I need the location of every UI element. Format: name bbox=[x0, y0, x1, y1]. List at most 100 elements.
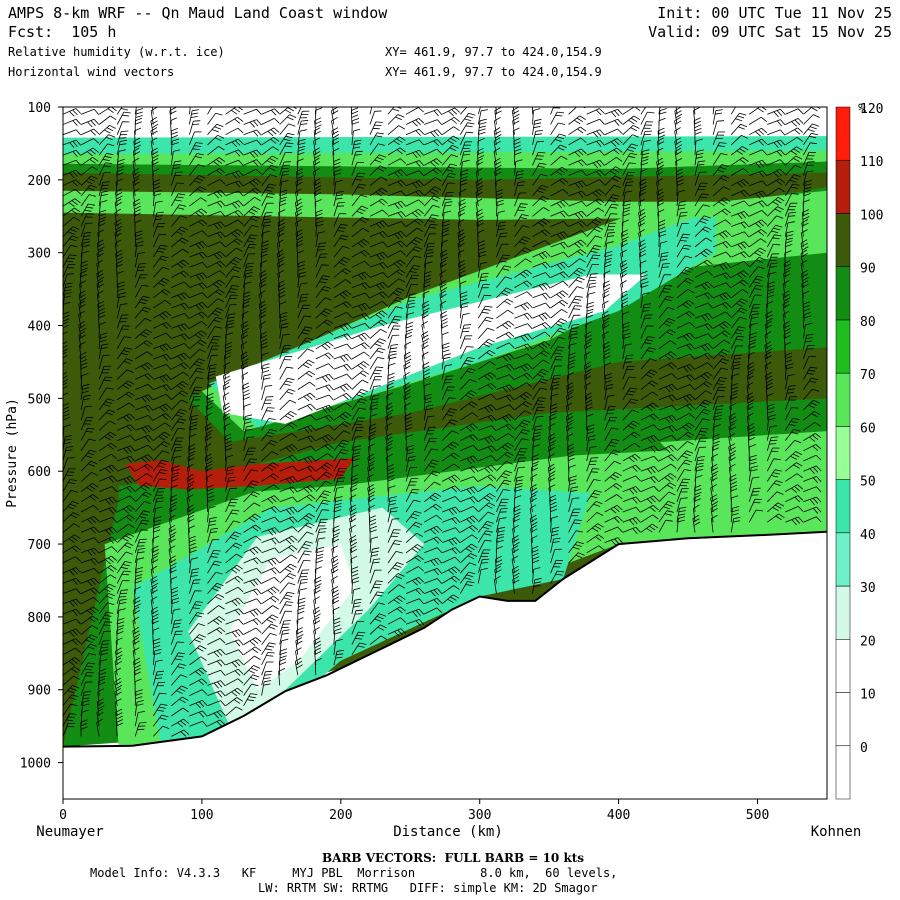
wind-barb-shaft bbox=[223, 365, 226, 380]
wind-barb-flag bbox=[121, 589, 129, 591]
wind-barb-flag bbox=[114, 677, 122, 683]
wind-barb-flag bbox=[194, 145, 202, 147]
wind-barb-flag bbox=[190, 427, 198, 431]
wind-barb-shaft bbox=[171, 685, 182, 696]
wind-barb-flag bbox=[258, 290, 266, 295]
wind-barb-flag bbox=[271, 568, 277, 575]
wind-barb-shaft bbox=[243, 426, 247, 441]
wind-barb-shaft bbox=[222, 406, 226, 421]
wind-barb-356 bbox=[150, 565, 158, 584]
wind-barb-489 bbox=[189, 667, 208, 677]
wind-barb-flag bbox=[138, 548, 146, 550]
wind-barb-265 bbox=[134, 274, 148, 288]
wind-barb-flag bbox=[79, 280, 86, 285]
wind-barb-flag bbox=[171, 131, 178, 135]
wind-barb-shaft bbox=[132, 651, 136, 666]
wind-barb-shaft bbox=[225, 488, 231, 502]
wind-barb-shaft bbox=[189, 700, 203, 707]
wind-barb-flag bbox=[141, 365, 147, 371]
wind-barb-777 bbox=[279, 554, 298, 564]
wind-barb-flag bbox=[273, 586, 280, 592]
wind-barb-637 bbox=[241, 311, 249, 329]
wind-barb-flag bbox=[192, 607, 200, 609]
wind-barb-642 bbox=[241, 361, 249, 380]
wind-barb-394 bbox=[171, 333, 190, 341]
wind-barb-464 bbox=[189, 405, 200, 421]
wind-barb-flag bbox=[159, 478, 167, 480]
wind-barb-flag bbox=[73, 675, 80, 680]
wind-barb-flag bbox=[278, 290, 286, 295]
wind-barb-flag bbox=[237, 229, 244, 234]
wind-barb-shaft bbox=[134, 318, 146, 329]
wind-barb-flag bbox=[279, 199, 287, 203]
wind-barb-flag bbox=[269, 183, 277, 186]
wind-barb-flag bbox=[114, 198, 122, 203]
wind-barb-flag bbox=[155, 506, 163, 509]
wind-barb-flag bbox=[210, 342, 218, 344]
wind-barb-707 bbox=[261, 429, 277, 441]
wind-barb-shaft bbox=[98, 409, 109, 421]
wind-barb-523 bbox=[207, 383, 215, 400]
wind-barb-686 bbox=[261, 212, 273, 227]
wind-barb-679 bbox=[261, 146, 279, 156]
wind-barb-6 bbox=[63, 169, 81, 179]
wind-barb-flag bbox=[266, 619, 274, 623]
wind-barb-flag bbox=[117, 621, 125, 625]
wind-barb-641 bbox=[240, 351, 249, 370]
wind-barb-flag bbox=[207, 491, 214, 496]
wind-barb-flag bbox=[202, 251, 208, 258]
wind-barb-flag bbox=[116, 715, 123, 720]
wind-barb-556 bbox=[225, 107, 244, 115]
wind-barbs bbox=[63, 107, 822, 737]
wind-barb-flag bbox=[80, 362, 88, 366]
wind-barb-616 bbox=[243, 108, 262, 115]
wind-barb-662 bbox=[243, 578, 262, 587]
wind-barb-shaft bbox=[135, 373, 149, 380]
wind-barb-flag bbox=[213, 550, 221, 552]
wind-barb-65 bbox=[80, 138, 99, 146]
wind-barb-flag bbox=[290, 563, 297, 568]
wind-barb-shaft bbox=[152, 650, 156, 666]
wind-barb-flag bbox=[224, 433, 232, 438]
wind-barb-flag bbox=[283, 138, 291, 142]
wind-barb-252 bbox=[133, 137, 141, 156]
wind-barb-flag bbox=[148, 394, 154, 401]
wind-barb-flag bbox=[225, 444, 233, 448]
wind-barb-shaft bbox=[80, 494, 94, 503]
wind-barb-flag bbox=[177, 411, 185, 415]
wind-barb-328 bbox=[153, 288, 171, 299]
wind-barb-flag bbox=[148, 425, 154, 431]
wind-barb-flag bbox=[271, 538, 277, 545]
wind-barb-shaft bbox=[135, 394, 149, 401]
wind-barb-flag bbox=[103, 404, 111, 407]
wind-barb-48 bbox=[63, 598, 82, 607]
wind-barb-flag bbox=[82, 697, 90, 700]
wind-barb-440 bbox=[189, 164, 205, 176]
wind-barb-flag bbox=[135, 233, 143, 237]
wind-barb-shaft bbox=[63, 479, 71, 492]
wind-barb-flag bbox=[256, 557, 262, 563]
wind-barb-flag bbox=[140, 522, 148, 525]
wind-barb-180 bbox=[98, 668, 107, 686]
wind-barb-474 bbox=[186, 504, 195, 523]
wind-barb-flag bbox=[75, 118, 81, 125]
wind-barb-242 bbox=[114, 667, 122, 686]
wind-barb-flag bbox=[72, 639, 78, 646]
wind-barb-flag bbox=[277, 263, 285, 268]
wind-barb-558 bbox=[225, 127, 244, 136]
wind-barb-flag bbox=[193, 389, 201, 392]
wind-barb-flag bbox=[127, 380, 135, 385]
wind-barb-flag bbox=[172, 626, 180, 628]
wind-barb-flag bbox=[98, 681, 106, 686]
wind-barb-flag bbox=[202, 282, 208, 289]
wind-barb-flag bbox=[288, 445, 295, 451]
wind-barb-511 bbox=[207, 270, 226, 278]
wind-barb-flag bbox=[278, 668, 286, 672]
wind-barb-flag bbox=[252, 160, 259, 167]
wind-barb-flag bbox=[116, 722, 124, 727]
wind-barb-flag bbox=[117, 281, 125, 285]
wind-barb-shaft bbox=[171, 281, 185, 288]
wind-barb-flag bbox=[374, 124, 382, 126]
wind-barb-flag bbox=[79, 297, 87, 302]
wind-barb-shaft bbox=[170, 204, 180, 217]
